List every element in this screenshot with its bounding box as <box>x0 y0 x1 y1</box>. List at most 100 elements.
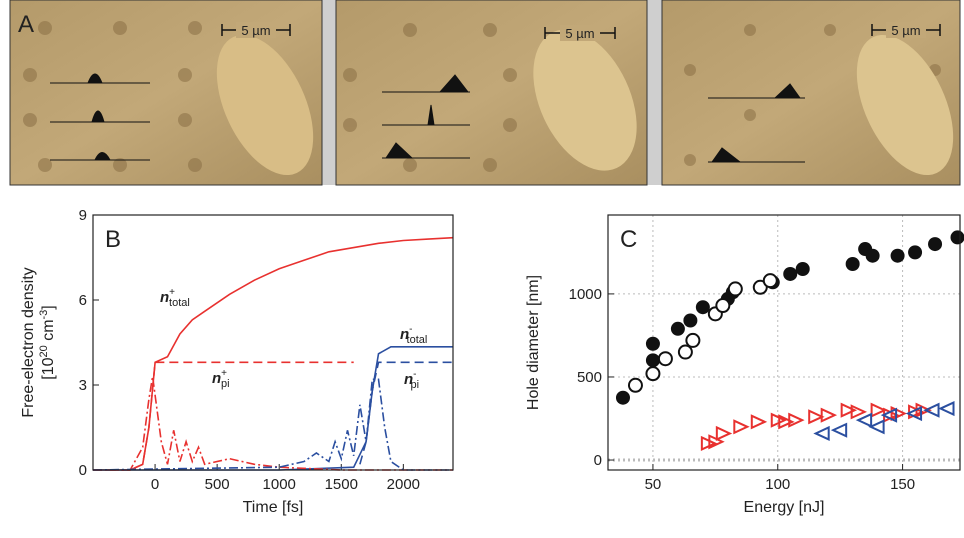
panel-label: C <box>620 226 637 253</box>
point <box>880 407 898 423</box>
data-line <box>93 236 454 471</box>
point <box>795 261 810 276</box>
data-line <box>92 378 453 471</box>
y-tick-label: 3 <box>79 377 87 394</box>
laser-spot <box>856 34 954 176</box>
series-annotation: n-total <box>400 324 427 346</box>
point <box>840 402 858 418</box>
point <box>645 366 661 382</box>
point <box>627 377 643 393</box>
point <box>685 332 701 348</box>
laser-spot <box>216 34 314 176</box>
point <box>845 257 860 272</box>
series-annotation: n-pi <box>404 369 419 391</box>
annotation-sub: total <box>169 297 190 309</box>
plot-frame <box>92 214 454 471</box>
units-exp: -3 <box>38 310 50 320</box>
annotation-base: n <box>160 289 169 306</box>
point <box>890 405 907 422</box>
scale-bar-label-bg <box>560 25 600 41</box>
x-tick-label: 500 <box>205 476 230 493</box>
panel-label: A <box>18 11 34 38</box>
y-axis-label: Free-electron density <box>20 267 37 417</box>
units-part: [10 <box>40 357 57 379</box>
annotation-sub: pi <box>411 379 420 391</box>
point <box>855 412 873 428</box>
point <box>733 419 750 435</box>
annotation-sup: + <box>221 368 227 379</box>
scale-bar-label-bg <box>236 22 276 38</box>
point <box>813 425 830 442</box>
holes <box>23 21 941 172</box>
point <box>670 321 685 336</box>
point <box>870 402 888 418</box>
data-line <box>93 361 354 471</box>
point <box>850 404 868 420</box>
x-tick-label: 1000 <box>263 476 296 493</box>
units-exp: 20 <box>38 345 50 357</box>
panel-a: 5 µm 5 µm 5 µm A <box>9 0 961 186</box>
x-tick-label: 50 <box>645 476 662 493</box>
point <box>830 422 848 438</box>
point <box>695 300 710 315</box>
scale-bar-label: 5 µm <box>891 23 920 38</box>
point <box>615 390 630 405</box>
y-tick-label: 0 <box>594 452 602 469</box>
point <box>677 344 693 360</box>
point <box>923 402 940 418</box>
annotation-sup: - <box>413 369 416 380</box>
point <box>788 412 805 428</box>
point <box>905 405 923 422</box>
annotation-sup: + <box>169 287 175 298</box>
point <box>645 336 660 351</box>
x-tick-label: 100 <box>765 476 790 493</box>
point <box>865 248 880 263</box>
y-tick-label: 9 <box>79 207 87 224</box>
data-line <box>93 376 453 471</box>
x-tick-label: 2000 <box>387 476 420 493</box>
point <box>938 400 955 417</box>
point <box>778 414 795 430</box>
y-tick-label: 500 <box>577 369 602 386</box>
point <box>657 351 673 367</box>
point <box>928 237 943 252</box>
annotation-base: n <box>400 326 409 343</box>
x-tick-label: 150 <box>890 476 915 493</box>
scale-bar-label: 5 µm <box>241 23 270 38</box>
data-line <box>359 361 453 465</box>
point <box>950 230 964 245</box>
annotation-sub: pi <box>221 378 230 390</box>
pulse-glyphs <box>50 73 805 163</box>
point <box>908 245 923 260</box>
point <box>683 313 698 328</box>
point <box>715 425 733 442</box>
laser-spot <box>533 29 637 171</box>
point <box>783 266 798 281</box>
annotation-base: n <box>212 370 221 387</box>
point <box>868 419 885 435</box>
x-tick-label: 1500 <box>325 476 358 493</box>
plot-frame <box>607 214 961 471</box>
units-part: ] <box>40 305 57 309</box>
point <box>808 409 825 425</box>
scale-bar-label: 5 µm <box>565 26 594 41</box>
annotation-sup: - <box>409 324 412 335</box>
x-tick-label: 0 <box>151 476 159 493</box>
panel-label: B <box>105 226 121 253</box>
y-tick-label: 1000 <box>569 286 602 303</box>
point <box>762 273 778 289</box>
annotation-sub: total <box>407 334 428 346</box>
point <box>750 414 768 430</box>
point <box>752 279 768 295</box>
units-part: cm <box>40 319 57 345</box>
x-axis-label: Energy [nJ] <box>744 499 825 516</box>
scale-bar-label-bg <box>886 22 926 38</box>
point <box>715 298 731 314</box>
x-axis-label: Time [fs] <box>243 499 304 516</box>
point <box>645 353 660 368</box>
annotation-base: n <box>404 371 413 388</box>
y-axis-units: [1020 cm-3] <box>38 305 57 380</box>
point <box>727 281 743 297</box>
y-tick-label: 6 <box>79 292 87 309</box>
